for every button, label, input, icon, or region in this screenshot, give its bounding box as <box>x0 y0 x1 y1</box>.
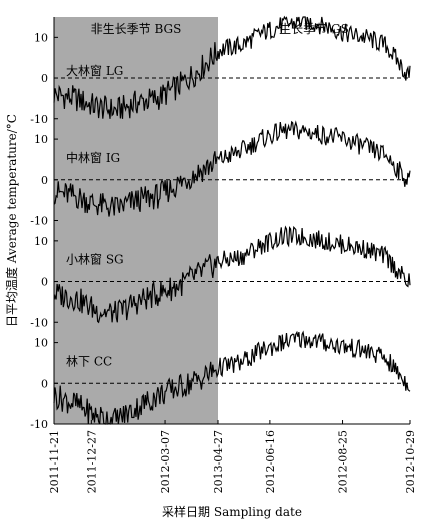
x-tick-label-6: 2012-10-29 <box>404 430 417 493</box>
panel-label-1: 中林窗 IG <box>66 150 120 165</box>
season-label-gs: 生长季节 GS <box>279 22 349 36</box>
axis-layer <box>53 17 411 425</box>
y-tick-label-1-2: 10 <box>34 133 48 146</box>
series-line-1 <box>53 120 411 217</box>
series-line-3 <box>53 330 411 425</box>
season-label-bgs: 非生长季节 BGS <box>91 22 182 36</box>
series-line-0 <box>53 15 411 119</box>
bgs-shaded-region <box>54 17 218 424</box>
x-tick-label-2: 2012-03-07 <box>159 430 172 493</box>
panel-label-2: 小林窗 SG <box>66 253 124 267</box>
y-tick-label-3-0: -10 <box>30 418 48 431</box>
y-tick-label-1-1: 0 <box>41 174 48 187</box>
x-tick-label-0: 2011-11-21 <box>48 430 61 493</box>
panel-label-3: 林下 CC <box>66 354 112 368</box>
panel-label-0: 大林窗 LG <box>66 64 123 78</box>
y-tick-label-2-2: 10 <box>34 235 48 248</box>
y-tick-label-3-2: 10 <box>34 337 48 350</box>
x-tick-label-5: 2012-08-25 <box>337 430 350 493</box>
y-tick-label-2-1: 0 <box>41 276 48 289</box>
x-tick-label-4: 2012-06-16 <box>264 430 277 493</box>
y-tick-label-1-0: -10 <box>30 215 48 228</box>
bgs-shading-layer <box>54 17 218 424</box>
series-line-2 <box>53 225 411 324</box>
y-tick-label-0-0: -10 <box>30 113 48 126</box>
x-tick-label-3: 2013-04-27 <box>212 430 225 493</box>
x-axis-title: 采样日期 Sampling date <box>162 504 302 519</box>
series-layer <box>53 15 411 425</box>
y-tick-label-0-1: 0 <box>41 72 48 85</box>
y-tick-label-3-1: 0 <box>41 377 48 390</box>
y-tick-label-2-0: -10 <box>30 316 48 329</box>
label-layer: 非生长季节 BGS 生长季节 GS -10 0 10 大林窗 LG -10 0 10 中林窗 IG… <box>4 22 417 519</box>
y-tick-label-0-2: 10 <box>34 31 48 44</box>
y-axis-title: 日平均温度 Average temperature/°C <box>4 114 19 327</box>
x-tick-label-1: 2011-12-27 <box>85 430 98 493</box>
